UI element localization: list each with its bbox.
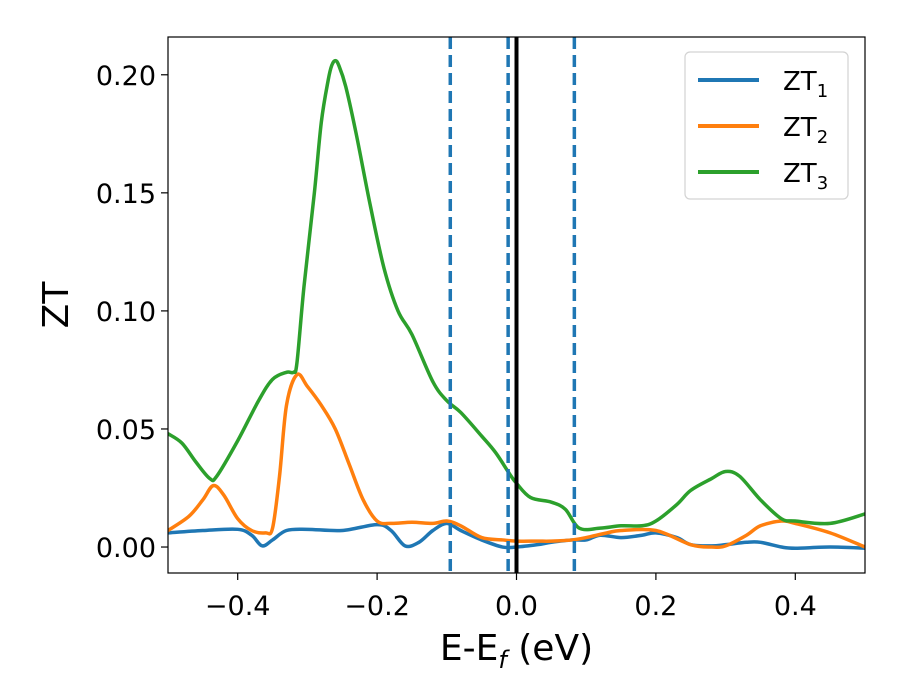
legend-label-zt2: ZT2	[783, 113, 828, 148]
y-tick-label: 0.05	[96, 415, 156, 446]
y-tick-label: 0.20	[96, 61, 156, 92]
series-line-zt3	[168, 58, 865, 532]
x-tick-label: 0.4	[774, 591, 817, 622]
legend-label-zt3: ZT3	[783, 159, 828, 194]
x-tick-label: −0.4	[205, 591, 271, 622]
x-axis-label: E-Ef (eV)	[440, 628, 593, 674]
vertical-lines	[448, 37, 577, 573]
y-tick-label: 0.00	[96, 533, 156, 564]
y-axis-label: ZT	[36, 281, 77, 329]
x-axis-ticks: −0.4 −0.2 0.0 0.2 0.4	[205, 573, 817, 622]
x-tick-label: −0.2	[344, 591, 410, 622]
legend-box	[684, 51, 849, 200]
y-tick-label: 0.15	[96, 179, 156, 210]
series-line-zt2	[168, 372, 865, 550]
legend: ZT1 ZT2 ZT3	[684, 51, 849, 200]
legend-label-zt1: ZT1	[783, 67, 828, 102]
x-tick-label: 0.2	[634, 591, 677, 622]
y-tick-label: 0.10	[96, 297, 156, 328]
y-axis-ticks: 0.00 0.05 0.10 0.15 0.20	[96, 61, 168, 564]
x-tick-label: 0.0	[495, 591, 538, 622]
